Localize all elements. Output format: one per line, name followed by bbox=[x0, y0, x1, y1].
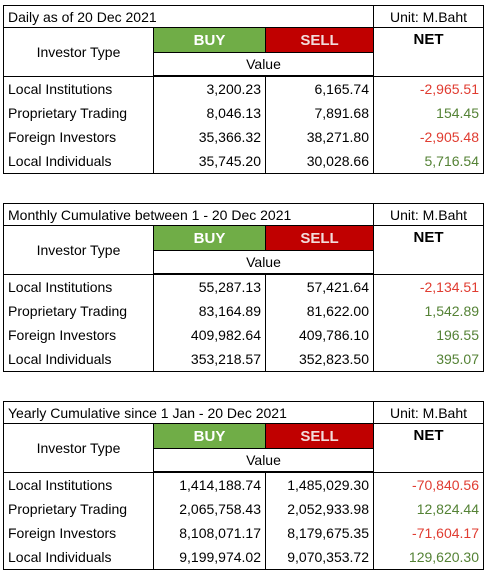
sell-value: 1,485,029.30 bbox=[265, 472, 374, 497]
data-row: Local Institutions 1,414,188.74 1,485,029.… bbox=[3, 472, 484, 497]
buy-header: BUY bbox=[153, 423, 266, 449]
investor-name: Proprietary Trading bbox=[3, 101, 154, 125]
sell-value: 9,070,353.72 bbox=[265, 545, 374, 570]
net-value: 5,716.54 bbox=[373, 149, 484, 174]
investor-name: Proprietary Trading bbox=[3, 497, 154, 521]
data-row: Local Institutions 55,287.13 57,421.64 -2,1… bbox=[3, 274, 485, 299]
sell-value: 81,622.00 bbox=[264, 299, 375, 323]
buy-value: 8,108,071.17 bbox=[153, 521, 266, 545]
buy-value: 35,745.20 bbox=[153, 149, 266, 174]
investor-type-header: Investor Type bbox=[3, 423, 154, 473]
sell-value: 409,786.10 bbox=[264, 323, 375, 347]
investor-name: Proprietary Trading bbox=[3, 299, 154, 323]
net-header: NET bbox=[373, 225, 485, 275]
data-row: Local Institutions 3,200.23 6,165.74 -2,965… bbox=[3, 76, 484, 101]
sell-value: 8,179,675.35 bbox=[265, 521, 374, 545]
net-value: 129,620.30 bbox=[373, 545, 484, 570]
data-row: Proprietary Trading 83,164.89 81,622.00 1,5… bbox=[3, 299, 485, 323]
data-row: Local Individuals 353,218.57 352,823.50 395… bbox=[3, 347, 485, 372]
sell-header: SELL bbox=[265, 27, 374, 53]
sell-value: 7,891.68 bbox=[265, 101, 374, 125]
sell-value: 38,271.80 bbox=[265, 125, 374, 149]
data-row: Local Individuals 35,745.20 30,028.66 5,716… bbox=[3, 149, 484, 174]
sell-value: 352,823.50 bbox=[264, 347, 375, 372]
unit-label: Unit: M.Baht bbox=[373, 203, 485, 226]
data-row: Local Individuals 9,199,974.02 9,070,353.7… bbox=[3, 545, 484, 570]
net-value: 395.07 bbox=[373, 347, 485, 372]
sell-value: 6,165.74 bbox=[265, 76, 374, 101]
data-row: Foreign Investors 35,366.32 38,271.80 -2,90… bbox=[3, 125, 484, 149]
net-value: -2,965.51 bbox=[373, 76, 484, 101]
data-row: Proprietary Trading 2,065,758.43 2,052,933… bbox=[3, 497, 484, 521]
table-title: Yearly Cumulative since 1 Jan - 20 Dec 2… bbox=[3, 401, 374, 424]
buy-value: 55,287.13 bbox=[153, 274, 266, 299]
investor-name: Local Institutions bbox=[3, 76, 154, 101]
buy-value: 2,065,758.43 bbox=[153, 497, 266, 521]
table-title: Monthly Cumulative between 1 - 20 Dec 20… bbox=[2, 203, 375, 226]
buy-value: 353,218.57 bbox=[153, 347, 266, 372]
buy-header: BUY bbox=[153, 225, 266, 251]
table-title: Daily as of 20 Dec 2021 bbox=[3, 5, 374, 28]
net-value: -70,840.56 bbox=[373, 472, 484, 497]
header-row: Investor Type BUY SELL NET bbox=[3, 423, 484, 473]
investor-type-header: Investor Type bbox=[3, 225, 154, 275]
summary-table: Yearly Cumulative since 1 Jan - 20 Dec 2… bbox=[3, 401, 484, 570]
net-value: -2,134.51 bbox=[373, 274, 485, 299]
unit-label: Unit: M.Baht bbox=[373, 5, 484, 28]
value-row: Value bbox=[4, 250, 484, 275]
net-value: 196.55 bbox=[373, 323, 485, 347]
summary-table: Daily as of 20 Dec 2021 Unit: M.Baht Inves… bbox=[3, 5, 484, 174]
unit-label: Unit: M.Baht bbox=[373, 401, 484, 424]
investor-type-header: Investor Type bbox=[3, 27, 154, 77]
header-row: Investor Type BUY SELL NET bbox=[3, 27, 484, 77]
value-header: Value bbox=[153, 448, 374, 473]
buy-value: 9,199,974.02 bbox=[153, 545, 266, 570]
sell-value: 30,028.66 bbox=[265, 149, 374, 174]
value-header: Value bbox=[153, 52, 374, 77]
header-row: Investor Type BUY SELL NET bbox=[3, 225, 485, 275]
data-row: Foreign Investors 8,108,071.17 8,179,675.3… bbox=[3, 521, 484, 545]
buy-value: 409,982.64 bbox=[153, 323, 266, 347]
investor-name: Local Individuals bbox=[3, 545, 154, 570]
data-row: Foreign Investors 409,982.64 409,786.10 196… bbox=[3, 323, 485, 347]
net-value: -2,905.48 bbox=[373, 125, 484, 149]
investor-name: Local Individuals bbox=[3, 149, 154, 174]
sell-value: 2,052,933.98 bbox=[265, 497, 374, 521]
investor-name: Foreign Investors bbox=[3, 125, 154, 149]
net-value: -71,604.17 bbox=[373, 521, 484, 545]
summary-table: Monthly Cumulative between 1 - 20 Dec 20… bbox=[2, 203, 485, 372]
value-header: Value bbox=[152, 250, 375, 275]
sell-value: 57,421.64 bbox=[264, 274, 375, 299]
sell-header: SELL bbox=[264, 225, 375, 251]
value-row: Value bbox=[4, 448, 484, 473]
buy-value: 35,366.32 bbox=[153, 125, 266, 149]
buy-value: 83,164.89 bbox=[153, 299, 266, 323]
investor-name: Local Institutions bbox=[3, 274, 154, 299]
title-row: Daily as of 20 Dec 2021 Unit: M.Baht bbox=[3, 5, 484, 28]
investor-name: Local Institutions bbox=[3, 472, 154, 497]
buy-value: 3,200.23 bbox=[153, 76, 266, 101]
investor-name: Local Individuals bbox=[3, 347, 154, 372]
sell-header: SELL bbox=[265, 423, 374, 449]
buy-value: 8,046.13 bbox=[153, 101, 266, 125]
data-row: Proprietary Trading 8,046.13 7,891.68 154.4… bbox=[3, 101, 484, 125]
investor-name: Foreign Investors bbox=[3, 521, 154, 545]
title-row: Monthly Cumulative between 1 - 20 Dec 20… bbox=[2, 203, 485, 226]
value-row: Value bbox=[4, 52, 484, 77]
net-value: 1,542.89 bbox=[373, 299, 485, 323]
net-value: 12,824.44 bbox=[373, 497, 484, 521]
net-value: 154.45 bbox=[373, 101, 484, 125]
investor-name: Foreign Investors bbox=[3, 323, 154, 347]
buy-value: 1,414,188.74 bbox=[153, 472, 266, 497]
net-header: NET bbox=[373, 423, 484, 473]
title-row: Yearly Cumulative since 1 Jan - 20 Dec 2… bbox=[3, 401, 484, 424]
buy-header: BUY bbox=[153, 27, 266, 53]
net-header: NET bbox=[373, 27, 484, 77]
